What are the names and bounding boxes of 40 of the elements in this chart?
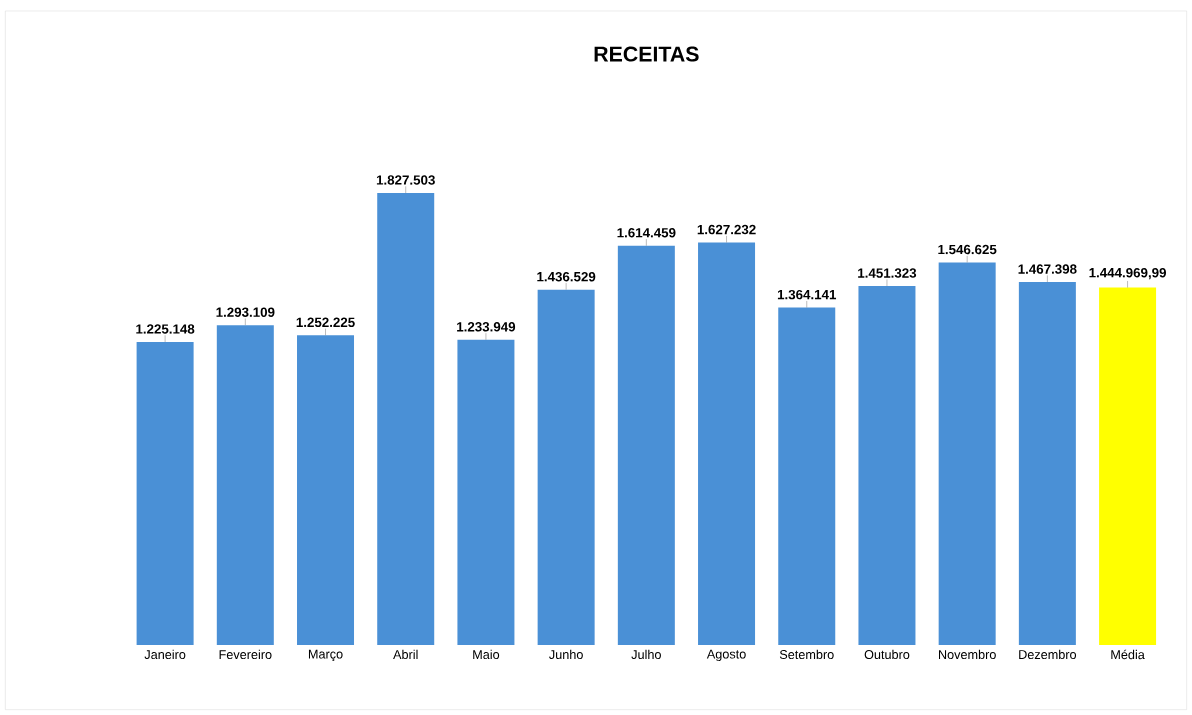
x-tick-label: Fevereiro bbox=[219, 649, 272, 660]
x-tick-label: Abril bbox=[393, 649, 418, 660]
bar bbox=[1099, 287, 1157, 645]
bar bbox=[1018, 282, 1076, 645]
data-label: 1.546.625 bbox=[938, 244, 997, 255]
data-label: 1.225.148 bbox=[136, 324, 195, 334]
x-tick-label: Outubro bbox=[864, 649, 910, 660]
x-tick-label: Março bbox=[308, 649, 343, 662]
bar bbox=[297, 335, 355, 645]
x-tick-label: Maio bbox=[473, 649, 500, 660]
x-tick-label: Agosto bbox=[706, 649, 746, 662]
data-label: 1.444.969,99 bbox=[1089, 267, 1166, 280]
bar bbox=[698, 242, 756, 645]
bar bbox=[136, 341, 194, 645]
bar bbox=[938, 262, 996, 645]
data-label: 1.233.949 bbox=[457, 322, 516, 332]
data-label: 1.451.323 bbox=[858, 268, 917, 278]
data-label: 1.364.141 bbox=[777, 289, 837, 300]
x-tick-label: Novembro bbox=[938, 649, 996, 660]
bar bbox=[778, 307, 836, 645]
x-tick-label: Dezembro bbox=[1019, 649, 1077, 660]
bar bbox=[377, 193, 435, 645]
chart-title: RECEITAS bbox=[594, 46, 699, 62]
bar bbox=[858, 286, 916, 645]
data-label: 1.252.225 bbox=[296, 317, 355, 328]
x-tick-label: Janeiro bbox=[144, 649, 186, 660]
bar bbox=[617, 245, 675, 645]
bar bbox=[457, 339, 515, 645]
data-label: 1.467.398 bbox=[1018, 264, 1077, 274]
x-tick-label: Setembro bbox=[779, 649, 834, 660]
data-label: 1.293.109 bbox=[216, 307, 275, 317]
bar bbox=[537, 289, 595, 645]
x-tick-label: Junho bbox=[549, 649, 583, 660]
bar bbox=[216, 325, 274, 645]
x-tick-label: Média bbox=[1111, 649, 1145, 660]
x-tick-label: Julho bbox=[631, 649, 661, 660]
data-label: 1.827.503 bbox=[376, 175, 435, 185]
data-label: 1.436.529 bbox=[537, 271, 596, 282]
data-label: 1.627.232 bbox=[697, 224, 756, 235]
data-label: 1.614.459 bbox=[617, 228, 676, 238]
